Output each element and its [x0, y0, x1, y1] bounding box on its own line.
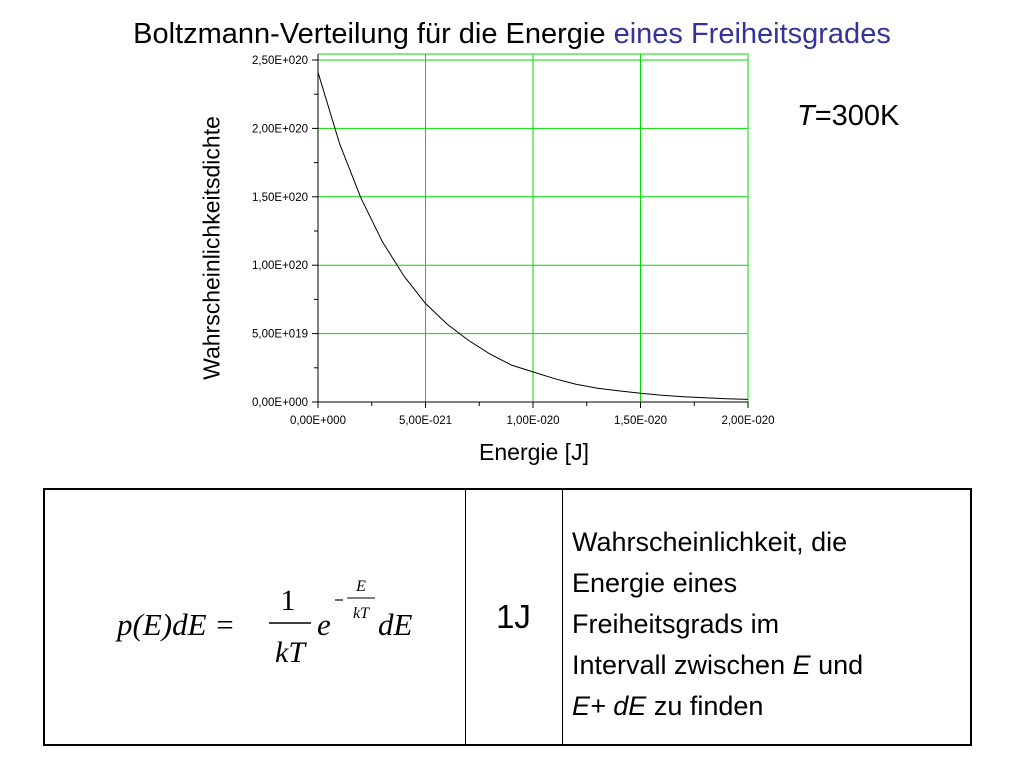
boltzmann-formula: p(E)dE = 1 kT e E kT dE: [115, 578, 413, 669]
desc-line-5-a: E+ dE: [572, 691, 647, 721]
formula-lhs: p(E)dE =: [115, 607, 235, 642]
temperature-symbol: T: [797, 100, 815, 132]
series-line-boltzmann: [317, 72, 749, 400]
y-tick-label: 1,50E+020: [252, 192, 308, 204]
chart-ticks: 0,00E+000 5,00E-021 1,00E-020 1,50E-020 2,00…: [252, 55, 775, 427]
formula-cell: p(E)dE = 1 kT e E kT dE: [45, 490, 466, 744]
x-tick-label: 2,00E-020: [721, 415, 774, 427]
x-tick-label: 1,50E-020: [614, 415, 667, 427]
desc-line-4-a: Intervall zwischen: [572, 650, 793, 680]
boltzmann-chart: 0,00E+000 5,00E-021 1,00E-020 1,50E-020 2,00…: [252, 53, 775, 427]
desc-line-4-b: E: [792, 650, 811, 680]
formula-numerator: 1: [281, 584, 296, 617]
formula-dE: dE: [378, 607, 413, 642]
desc-line-3: Freiheitsgrads im: [572, 609, 780, 639]
desc-line-5-b: zu finden: [646, 691, 764, 721]
x-tick-label: 0,00E+000: [290, 415, 346, 427]
x-tick-label: 1,00E-020: [506, 415, 559, 427]
formula-exp-base: e: [317, 607, 331, 642]
formula-denominator: kT: [275, 636, 307, 669]
desc-line-2: Energie eines: [572, 568, 738, 598]
description-cell: Wahrscheinlichkeit, die Energie eines Fr…: [563, 490, 970, 744]
unit-cell: 1J: [465, 490, 563, 744]
x-axis-label: Energie [J]: [479, 439, 589, 465]
temperature-value: =300K: [814, 100, 900, 132]
chart-series: [317, 72, 749, 400]
definition-table: p(E)dE = 1 kT e E kT dE 1J Wahrscheinlic…: [43, 488, 972, 746]
chart-grid: [318, 53, 749, 402]
slide-title-main: Boltzmann-Verteilung für die Energie: [133, 18, 614, 50]
slide-title-accent: eines Freiheitsgrades: [613, 18, 891, 50]
y-tick-label: 1,00E+020: [252, 260, 308, 272]
y-tick-label: 5,00E+019: [252, 329, 308, 341]
y-tick-label: 2,50E+020: [252, 55, 308, 67]
y-tick-label: 0,00E+000: [252, 397, 308, 409]
y-axis-label: Wahrscheinlichkeitsdichte: [198, 116, 225, 380]
unit-value: 1J: [496, 598, 531, 635]
temperature-label: T=300K: [797, 100, 899, 133]
formula-exp-numerator: E: [355, 578, 366, 595]
formula-exp-denominator: kT: [353, 605, 370, 622]
slide-title: Boltzmann-Verteilung für die Energie ein…: [0, 18, 1024, 51]
desc-line-5: E+ dE zu finden: [572, 686, 970, 727]
y-tick-label: 2,00E+020: [252, 123, 308, 135]
desc-line-1: Wahrscheinlichkeit, die: [572, 527, 848, 557]
x-tick-label: 5,00E-021: [399, 415, 452, 427]
desc-line-4-c: und: [810, 650, 864, 680]
desc-line-4: Intervall zwischen E und: [572, 645, 970, 686]
